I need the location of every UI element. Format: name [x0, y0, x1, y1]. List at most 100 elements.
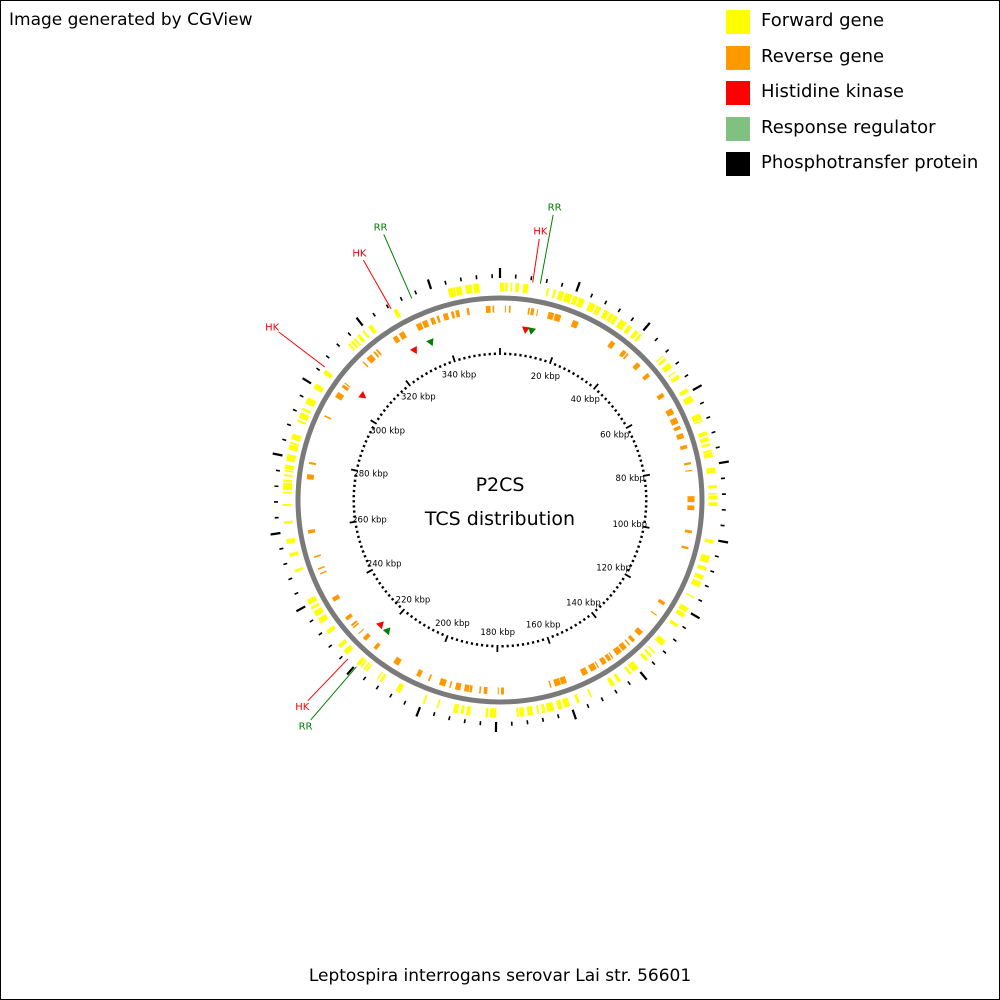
ruler-minor-tick — [560, 630, 564, 634]
outer-minor-tick — [318, 632, 323, 636]
reverse-gene — [429, 317, 437, 326]
ruler-major-tick — [642, 473, 651, 477]
ruler-minor-tick — [365, 559, 369, 563]
legend-label: Response regulator — [761, 116, 936, 138]
forward-gene — [634, 333, 642, 343]
ruler-label: 140 kbp — [566, 598, 601, 608]
outer-minor-tick — [672, 638, 677, 642]
ruler-minor-tick — [640, 535, 644, 539]
forward-gene — [357, 333, 366, 343]
forward-gene — [464, 284, 473, 295]
response-regulator-label: RR — [548, 203, 562, 214]
reverse-gene — [392, 335, 401, 344]
ruler-label: 260 kbp — [352, 516, 387, 526]
outer-minor-tick — [325, 354, 330, 359]
ruler-minor-tick — [364, 439, 368, 443]
ruler-minor-tick — [385, 404, 390, 409]
legend-label: Reverse gene — [761, 45, 885, 67]
histidine-kinase-label: HK — [352, 249, 367, 260]
outer-minor-tick — [682, 625, 687, 630]
ruler-minor-tick — [465, 640, 469, 644]
forward-gene — [629, 329, 639, 340]
forward-gene — [606, 676, 615, 687]
outer-minor-tick — [604, 300, 608, 305]
forward-gene — [393, 308, 402, 319]
ruler-minor-tick — [356, 535, 360, 539]
reverse-gene — [642, 373, 651, 381]
histidine-kinase-marker — [409, 345, 417, 355]
outer-minor-tick — [627, 680, 631, 686]
ruler-minor-tick — [596, 390, 600, 394]
ruler-minor-tick — [632, 439, 636, 443]
forward-gene — [313, 383, 325, 393]
forward-gene — [627, 660, 639, 672]
forward-gene — [347, 343, 356, 352]
outer-minor-tick — [362, 676, 367, 681]
forward-gene — [350, 340, 359, 349]
ruler-major-tick — [642, 525, 650, 529]
outer-minor-tick — [288, 577, 293, 581]
ruler-major-tick — [350, 468, 359, 472]
ruler-minor-tick — [594, 608, 599, 612]
outer-minor-tick — [275, 469, 281, 472]
forward-gene — [310, 602, 320, 610]
ruler-minor-tick — [400, 390, 404, 394]
ruler-label: 120 kbp — [596, 563, 631, 573]
response-regulator-label: RR — [374, 222, 388, 233]
ruler-minor-tick — [359, 545, 363, 549]
reverse-gene — [307, 528, 316, 534]
ruler-major-tick — [370, 419, 378, 425]
forward-gene — [613, 673, 622, 683]
forward-gene — [356, 656, 366, 666]
outer-minor-tick — [590, 293, 594, 298]
forward-gene — [353, 337, 361, 347]
ruler-minor-tick — [541, 638, 545, 642]
ruler-major-tick — [592, 383, 599, 390]
reverse-gene — [331, 594, 341, 602]
forward-gene — [455, 285, 463, 296]
ruler-minor-tick — [460, 639, 464, 643]
forward-gene — [326, 625, 336, 635]
forward-gene — [289, 441, 300, 447]
forward-gene — [473, 283, 480, 294]
outer-major-tick — [718, 539, 729, 544]
ruler-minor-tick — [626, 568, 630, 572]
forward-gene — [317, 613, 329, 624]
forward-gene — [690, 578, 702, 588]
ruler-minor-tick — [372, 573, 376, 577]
forward-gene — [623, 324, 633, 335]
ruler-minor-tick — [539, 357, 542, 361]
forward-gene — [661, 362, 673, 373]
ruler-minor-tick — [536, 639, 540, 643]
reverse-gene — [438, 678, 447, 687]
ruler-minor-tick — [635, 550, 639, 553]
reverse-gene — [553, 313, 562, 323]
forward-gene — [526, 706, 534, 716]
ruler-minor-tick — [458, 357, 461, 361]
reverse-gene — [352, 622, 360, 629]
ruler-label: 20 kbp — [531, 372, 560, 382]
histidine-kinase-marker — [358, 390, 367, 399]
forward-gene-track — [282, 282, 718, 718]
outer-major-tick — [575, 281, 581, 292]
reverse-gene — [553, 678, 562, 687]
forward-gene — [452, 703, 460, 714]
forward-gene — [610, 315, 618, 325]
ruler-label: 300 kbp — [370, 427, 405, 437]
outer-minor-tick — [586, 703, 590, 709]
ruler-minor-tick — [582, 617, 586, 622]
forward-gene — [365, 663, 373, 672]
forward-gene — [576, 297, 585, 308]
reverse-gene — [679, 444, 688, 451]
forward-gene — [699, 436, 710, 444]
reverse-gene — [656, 392, 665, 401]
ruler-minor-tick — [529, 355, 532, 359]
reverse-gene — [632, 362, 641, 371]
reverse-gene — [362, 632, 371, 641]
outer-major-tick — [642, 322, 651, 332]
ruler-minor-tick — [367, 564, 371, 568]
ruler-minor-tick — [427, 626, 431, 630]
forward-gene — [288, 444, 299, 452]
ruler-minor-tick — [617, 413, 621, 417]
ruler-minor-tick — [463, 356, 466, 360]
